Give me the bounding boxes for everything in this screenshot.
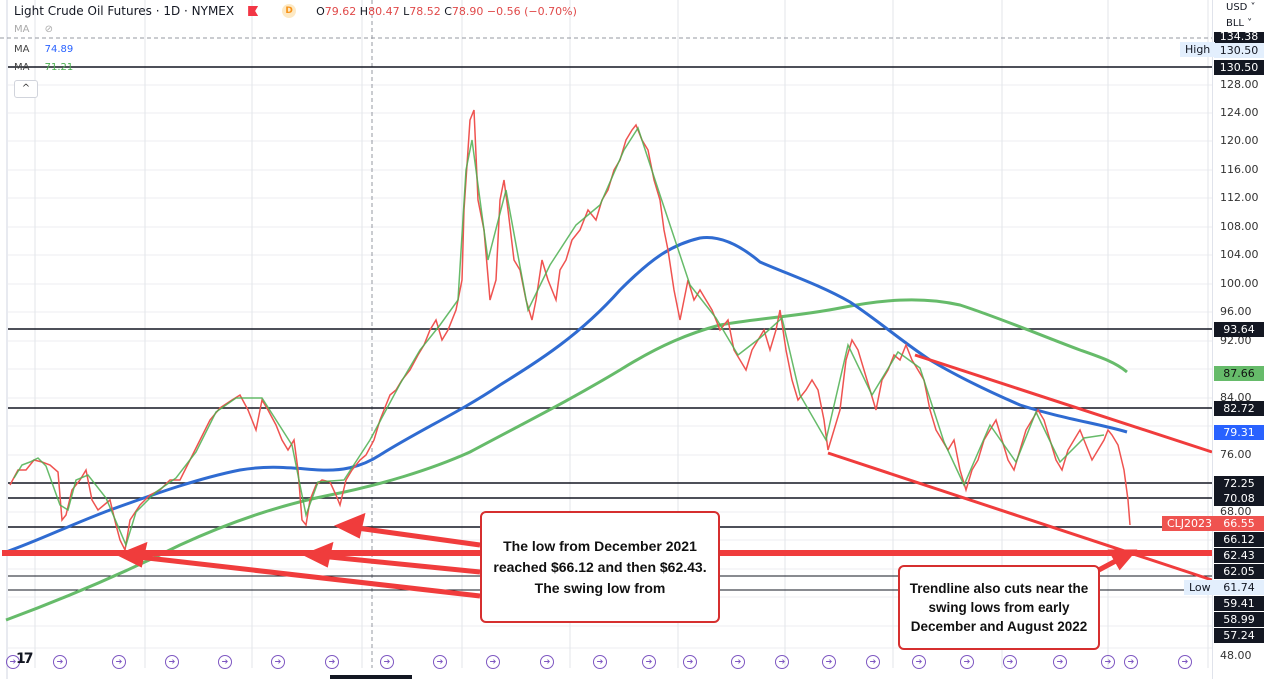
price-label-66-12: 66.12: [1214, 532, 1264, 547]
price-tick: 100.00: [1220, 277, 1259, 290]
price-label-70-08: 70.08: [1214, 491, 1264, 506]
event-marker-icon[interactable]: ➔: [593, 655, 607, 669]
event-marker-icon[interactable]: ➔: [165, 655, 179, 669]
price-tick: 68.00: [1220, 505, 1252, 518]
event-marker-icon[interactable]: ➔: [53, 655, 67, 669]
event-marker-icon[interactable]: ➔: [380, 655, 394, 669]
event-marker-icon[interactable]: ➔: [325, 655, 339, 669]
event-marker-icon[interactable]: ➔: [775, 655, 789, 669]
high-label: H: [359, 4, 369, 18]
price-tick: 116.00: [1220, 163, 1259, 176]
close-label: C: [444, 4, 452, 18]
event-marker-icon[interactable]: ➔: [433, 655, 447, 669]
flag-icon[interactable]: [248, 6, 259, 16]
indicator-label: MA: [14, 62, 30, 73]
price-label-59-41: 59.41: [1214, 596, 1264, 611]
indicator-ma-blue[interactable]: MA 74.89: [14, 44, 73, 55]
price-label-62-43: 62.43: [1214, 548, 1264, 563]
price-label-58-99: 58.99: [1214, 612, 1264, 627]
price-label-max: 134.38: [1214, 32, 1264, 44]
session-badge: D: [282, 4, 297, 18]
indicator-ma-green[interactable]: MA 71.21: [14, 62, 73, 73]
event-marker-icon[interactable]: ➔: [112, 655, 126, 669]
indicator-ma-hidden[interactable]: MA ⊘: [14, 24, 53, 35]
ma-green-line: [5, 298, 1128, 622]
price-label-low: 61.74: [1214, 580, 1264, 595]
event-marker-icon[interactable]: ➔: [822, 655, 836, 669]
unit-selector[interactable]: BLL ˅: [1226, 18, 1253, 29]
event-marker-icon[interactable]: ➔: [912, 655, 926, 669]
symbol-title[interactable]: Light Crude Oil Futures · 1D · NYMEX: [14, 4, 235, 18]
price-tick: 76.00: [1220, 448, 1252, 461]
event-marker-icon[interactable]: ➔: [1124, 655, 1138, 669]
event-marker-icon[interactable]: ➔: [271, 655, 285, 669]
contract-tag: CLJ2023: [1162, 516, 1218, 531]
price-label-last: 66.55: [1214, 516, 1264, 531]
currency-selector[interactable]: USD ˅: [1226, 2, 1256, 13]
price-tick: 108.00: [1220, 220, 1259, 233]
annotation-text: The low from December 2021 reached $66.1…: [493, 537, 707, 596]
event-marker-icon[interactable]: ➔: [1003, 655, 1017, 669]
indicator-label: MA: [14, 44, 30, 55]
chevron-up-icon: ^: [21, 83, 31, 94]
open-label: O: [316, 4, 325, 18]
low-tag: Low: [1184, 580, 1216, 595]
price-label-57-24: 57.24: [1214, 628, 1264, 643]
tradingview-logo[interactable]: 17: [16, 651, 34, 667]
price-label-ma-blue: 79.31: [1214, 425, 1264, 440]
event-marker-icon[interactable]: ➔: [866, 655, 880, 669]
indicator-label: MA: [14, 24, 30, 35]
price-tick: 104.00: [1220, 248, 1259, 261]
price-tick: 112.00: [1220, 191, 1259, 204]
ohlc-values: O79.62 H80.47 L78.52 C78.90 −0.56 (−0.70…: [316, 5, 577, 18]
price-label-72-25: 72.25: [1214, 476, 1264, 491]
candlesticks: [9, 109, 1131, 553]
high-tag: High: [1180, 42, 1216, 57]
price-tick: 120.00: [1220, 134, 1259, 147]
price-tick: 128.00: [1220, 78, 1259, 91]
event-marker-icon[interactable]: ➔: [1178, 655, 1192, 669]
low-value: 78.52: [409, 4, 441, 18]
price-label-ma-green: 87.66: [1214, 366, 1264, 381]
indicator-value: 71.21: [44, 62, 74, 73]
event-marker-icon[interactable]: ➔: [1053, 655, 1067, 669]
price-label-82-72: 82.72: [1214, 401, 1264, 416]
event-marker-icon[interactable]: ➔: [683, 655, 697, 669]
annotation-text: Trendline also cuts near the swing lows …: [909, 581, 1089, 634]
event-marker-icon[interactable]: ➔: [486, 655, 500, 669]
close-value: 78.90: [451, 4, 484, 18]
price-label-93-64: 93.64: [1214, 322, 1264, 337]
annotation-arrows: [115, 512, 1138, 599]
collapse-indicators-button[interactable]: ^: [14, 80, 38, 98]
event-marker-icon[interactable]: ➔: [731, 655, 745, 669]
eye-off-icon[interactable]: ⊘: [44, 24, 54, 35]
change-value: −0.56 (−0.70%): [486, 4, 577, 18]
price-label-62-05: 62.05: [1214, 564, 1264, 579]
price-tick: 96.00: [1220, 305, 1252, 318]
event-marker-icon[interactable]: ➔: [540, 655, 554, 669]
price-tick: 48.00: [1220, 649, 1252, 662]
annotation-note-right[interactable]: Trendline also cuts near the swing lows …: [898, 565, 1100, 650]
indicator-value: 74.89: [44, 44, 74, 55]
time-axis-crosshair-label: [330, 675, 412, 679]
high-value: 80.47: [368, 4, 400, 18]
annotation-note-left[interactable]: The low from December 2021 reached $66.1…: [480, 511, 720, 623]
event-marker-icon[interactable]: ➔: [6, 655, 20, 669]
price-tick: 92.00: [1220, 334, 1252, 347]
price-label-130-50: 130.50: [1214, 60, 1264, 75]
price-tick: 84.00: [1220, 391, 1252, 404]
price-tick: 124.00: [1220, 106, 1259, 119]
upper-trendline: [914, 353, 1213, 454]
event-marker-icon[interactable]: ➔: [218, 655, 232, 669]
event-marker-icon[interactable]: ➔: [642, 655, 656, 669]
event-marker-icon[interactable]: ➔: [960, 655, 974, 669]
open-value: 79.62: [324, 4, 357, 18]
price-label-high-ghost: 130.50: [1214, 43, 1264, 58]
event-marker-icon[interactable]: ➔: [1101, 655, 1115, 669]
chart-header: Light Crude Oil Futures · 1D · NYMEX D O…: [14, 4, 577, 18]
ma-blue-line: [5, 235, 1128, 554]
lower-trendline: [827, 451, 1213, 582]
low-label: L: [403, 4, 410, 18]
